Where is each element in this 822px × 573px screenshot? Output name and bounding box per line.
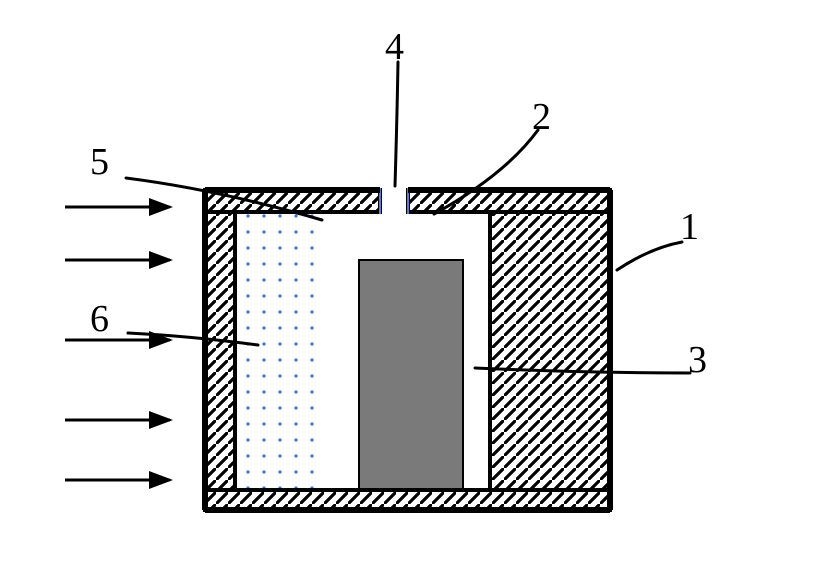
callout-label-6: 6: [90, 297, 109, 341]
callout-label-2: 2: [532, 95, 551, 139]
callout-label-4: 4: [385, 25, 404, 69]
leader-4: [395, 62, 398, 186]
callout-label-1: 1: [680, 205, 699, 249]
callout-label-5: 5: [90, 140, 109, 184]
device-crosssection: [205, 188, 610, 510]
inner-block: [359, 260, 463, 490]
callout-label-3: 3: [688, 338, 707, 382]
wall-right: [490, 190, 610, 510]
wall-left: [205, 190, 235, 510]
wall-top-right: [408, 190, 610, 212]
wall-top-left: [205, 190, 380, 212]
technical-diagram: [0, 0, 822, 573]
dotted-region: [235, 212, 325, 490]
leader-1: [617, 242, 682, 270]
diagram-root: { "type": "infographic", "canvas": { "wi…: [0, 0, 822, 573]
flow-arrows: [65, 207, 170, 480]
